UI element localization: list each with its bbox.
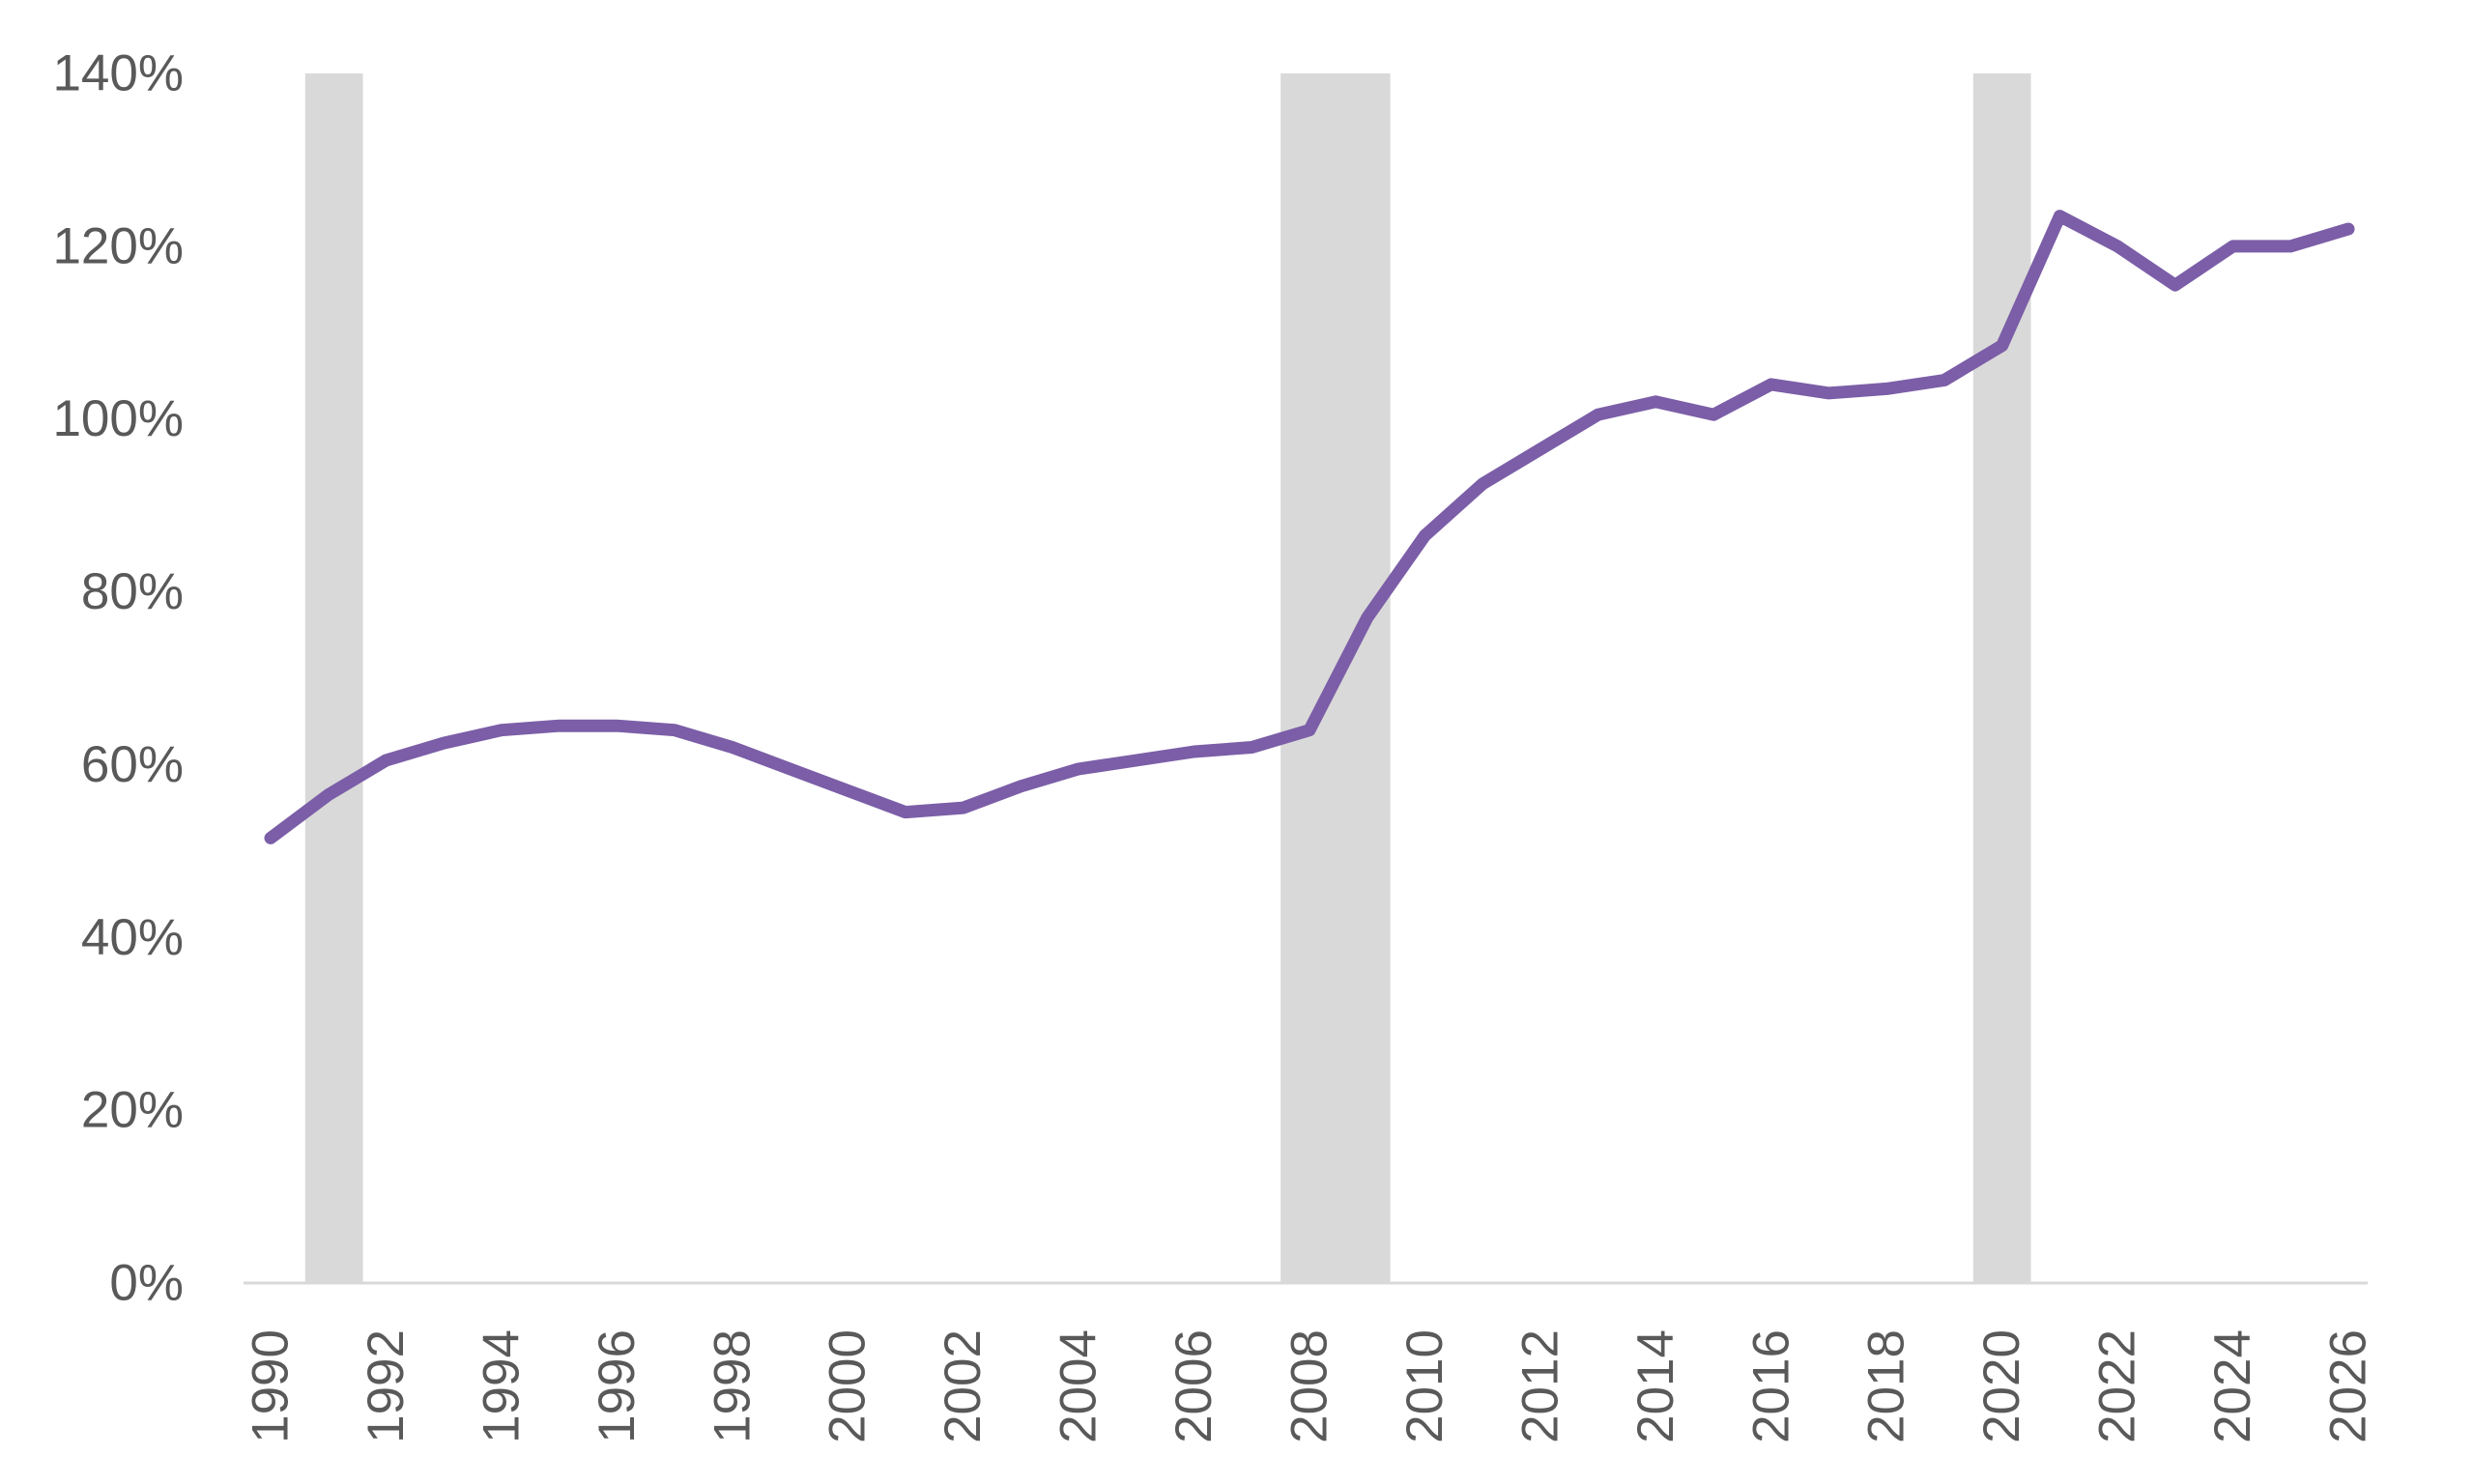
- y-tick-label: 0%: [109, 1255, 184, 1312]
- x-axis-labels: 1990 1992 1994 1996 1998 2000 2002 2004 2006 2008…: [243, 1329, 2377, 1443]
- series-line-1: [264, 210, 2355, 844]
- x-tick-label: 2022: [2089, 1329, 2146, 1443]
- x-tick-label: 2024: [2204, 1329, 2261, 1443]
- x-tick-label: 2012: [1511, 1329, 1568, 1443]
- x-tick-label: 1992: [358, 1329, 415, 1443]
- y-tick-label: 80%: [81, 563, 184, 620]
- x-tick-label: 2014: [1627, 1329, 1684, 1443]
- series-layer: [264, 210, 2355, 844]
- y-tick-label: 120%: [52, 217, 184, 274]
- x-tick-label: 1994: [473, 1329, 530, 1443]
- x-tick-label: 1990: [243, 1329, 300, 1443]
- x-tick-label: 2010: [1396, 1329, 1453, 1443]
- x-tick-label: 2000: [820, 1329, 877, 1443]
- y-axis-labels: 0% 20% 40% 60% 80% 100% 120% 140%: [52, 45, 184, 1312]
- recession-bands: [304, 73, 2031, 1283]
- x-tick-label: 2020: [1973, 1329, 2030, 1443]
- x-tick-label: 2002: [935, 1329, 992, 1443]
- x-tick-label: 2026: [2320, 1329, 2377, 1443]
- x-tick-label: 2008: [1281, 1329, 1338, 1443]
- y-tick-label: 20%: [81, 1082, 184, 1139]
- x-tick-label: 2004: [1050, 1329, 1108, 1443]
- recession-band-3: [1972, 73, 2031, 1283]
- y-tick-label: 100%: [52, 390, 184, 447]
- x-tick-label: 1998: [704, 1329, 761, 1443]
- x-tick-label: 2016: [1742, 1329, 1799, 1443]
- y-tick-label: 40%: [81, 909, 184, 966]
- x-tick-label: 1996: [589, 1329, 646, 1443]
- x-tick-label: 2018: [1858, 1329, 1915, 1443]
- x-tick-label: 2006: [1165, 1329, 1223, 1443]
- y-tick-label: 140%: [52, 45, 184, 102]
- recession-band-1: [304, 73, 363, 1283]
- y-tick-label: 60%: [81, 736, 184, 793]
